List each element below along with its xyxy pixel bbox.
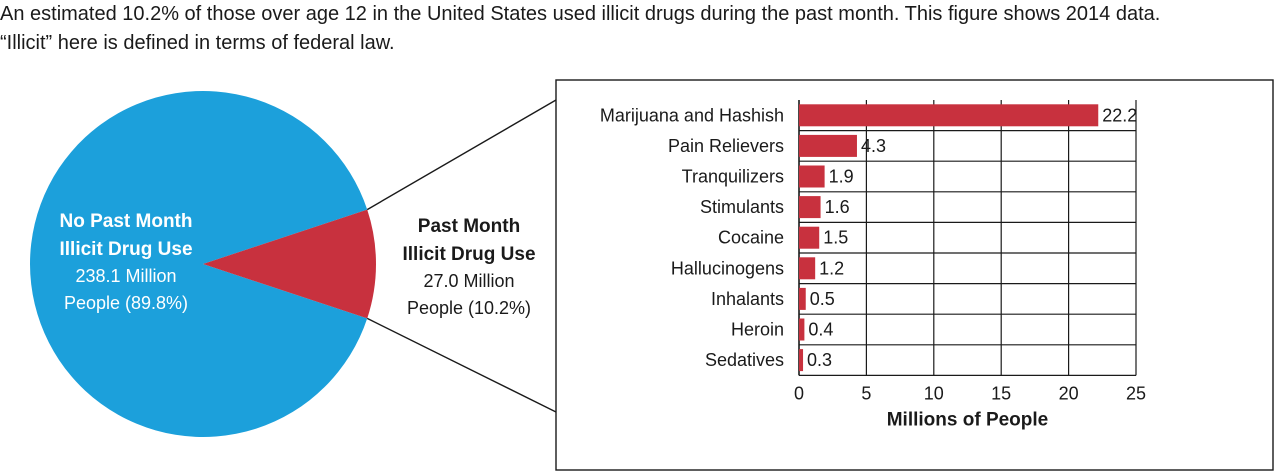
no-past-month-title-line-1: No Past Month xyxy=(60,211,193,232)
x-tick-label-5: 5 xyxy=(861,383,871,403)
x-tick-label-25: 25 xyxy=(1126,383,1146,403)
category-label-1: Pain Relievers xyxy=(668,136,784,156)
pie-slice-no-past-month xyxy=(29,91,368,437)
x-tick-label-15: 15 xyxy=(991,383,1011,403)
value-label-5: 1.2 xyxy=(819,258,844,278)
x-tick-label-20: 20 xyxy=(1059,383,1079,403)
category-label-3: Stimulants xyxy=(700,197,784,217)
pie-chart: No Past Month Illicit Drug Use 238.1 Milli… xyxy=(29,91,536,437)
bar-8 xyxy=(799,349,804,372)
connector-line-bottom xyxy=(366,317,557,413)
past-month-detail-line-1: 27.0 Million xyxy=(423,271,514,291)
pie-slice-past-month xyxy=(203,209,376,319)
category-label-2: Tranquilizers xyxy=(682,167,784,187)
value-label-2: 1.9 xyxy=(829,167,854,187)
value-label-4: 1.5 xyxy=(823,228,848,248)
past-month-title-line-1: Past Month xyxy=(418,216,520,237)
bar-4 xyxy=(799,226,820,249)
value-label-6: 0.5 xyxy=(810,289,835,309)
no-past-month-detail-line-1: 238.1 Million xyxy=(75,266,176,286)
bar-5 xyxy=(799,257,816,280)
category-label-4: Cocaine xyxy=(718,228,784,248)
bar-1 xyxy=(799,134,857,157)
x-tick-label-10: 10 xyxy=(924,383,944,403)
bar-chart-frame xyxy=(555,79,1274,471)
bar-2 xyxy=(799,165,825,188)
figure-caption: An estimated 10.2% of those over age 12 … xyxy=(0,3,1161,54)
bar-6 xyxy=(799,287,806,310)
past-month-title-line-2: Illicit Drug Use xyxy=(402,244,535,265)
value-label-7: 0.4 xyxy=(808,320,833,340)
bar-3 xyxy=(799,196,821,219)
category-label-6: Inhalants xyxy=(711,289,784,309)
category-label-8: Sedatives xyxy=(705,350,784,370)
connector-lines xyxy=(366,99,557,413)
value-label-1: 4.3 xyxy=(861,136,886,156)
no-past-month-title-line-2: Illicit Drug Use xyxy=(59,239,192,260)
category-label-5: Hallucinogens xyxy=(671,258,784,278)
value-label-0: 22.2 xyxy=(1102,105,1137,125)
x-axis-title: Millions of People xyxy=(887,409,1049,430)
category-label-0: Marijuana and Hashish xyxy=(600,105,784,125)
bar-0 xyxy=(799,104,1099,127)
x-tick-label-0: 0 xyxy=(794,383,804,403)
value-label-3: 1.6 xyxy=(825,197,850,217)
connector-line-top xyxy=(366,99,557,211)
past-month-detail-line-2: People (10.2%) xyxy=(407,298,531,318)
category-label-7: Heroin xyxy=(731,320,784,340)
bar-chart: Marijuana and Hashish 22.2 Pain Relievers 4… xyxy=(555,79,1274,471)
no-past-month-detail-line-2: People (89.8%) xyxy=(64,293,188,313)
bar-7 xyxy=(799,318,805,341)
value-label-8: 0.3 xyxy=(807,350,832,370)
